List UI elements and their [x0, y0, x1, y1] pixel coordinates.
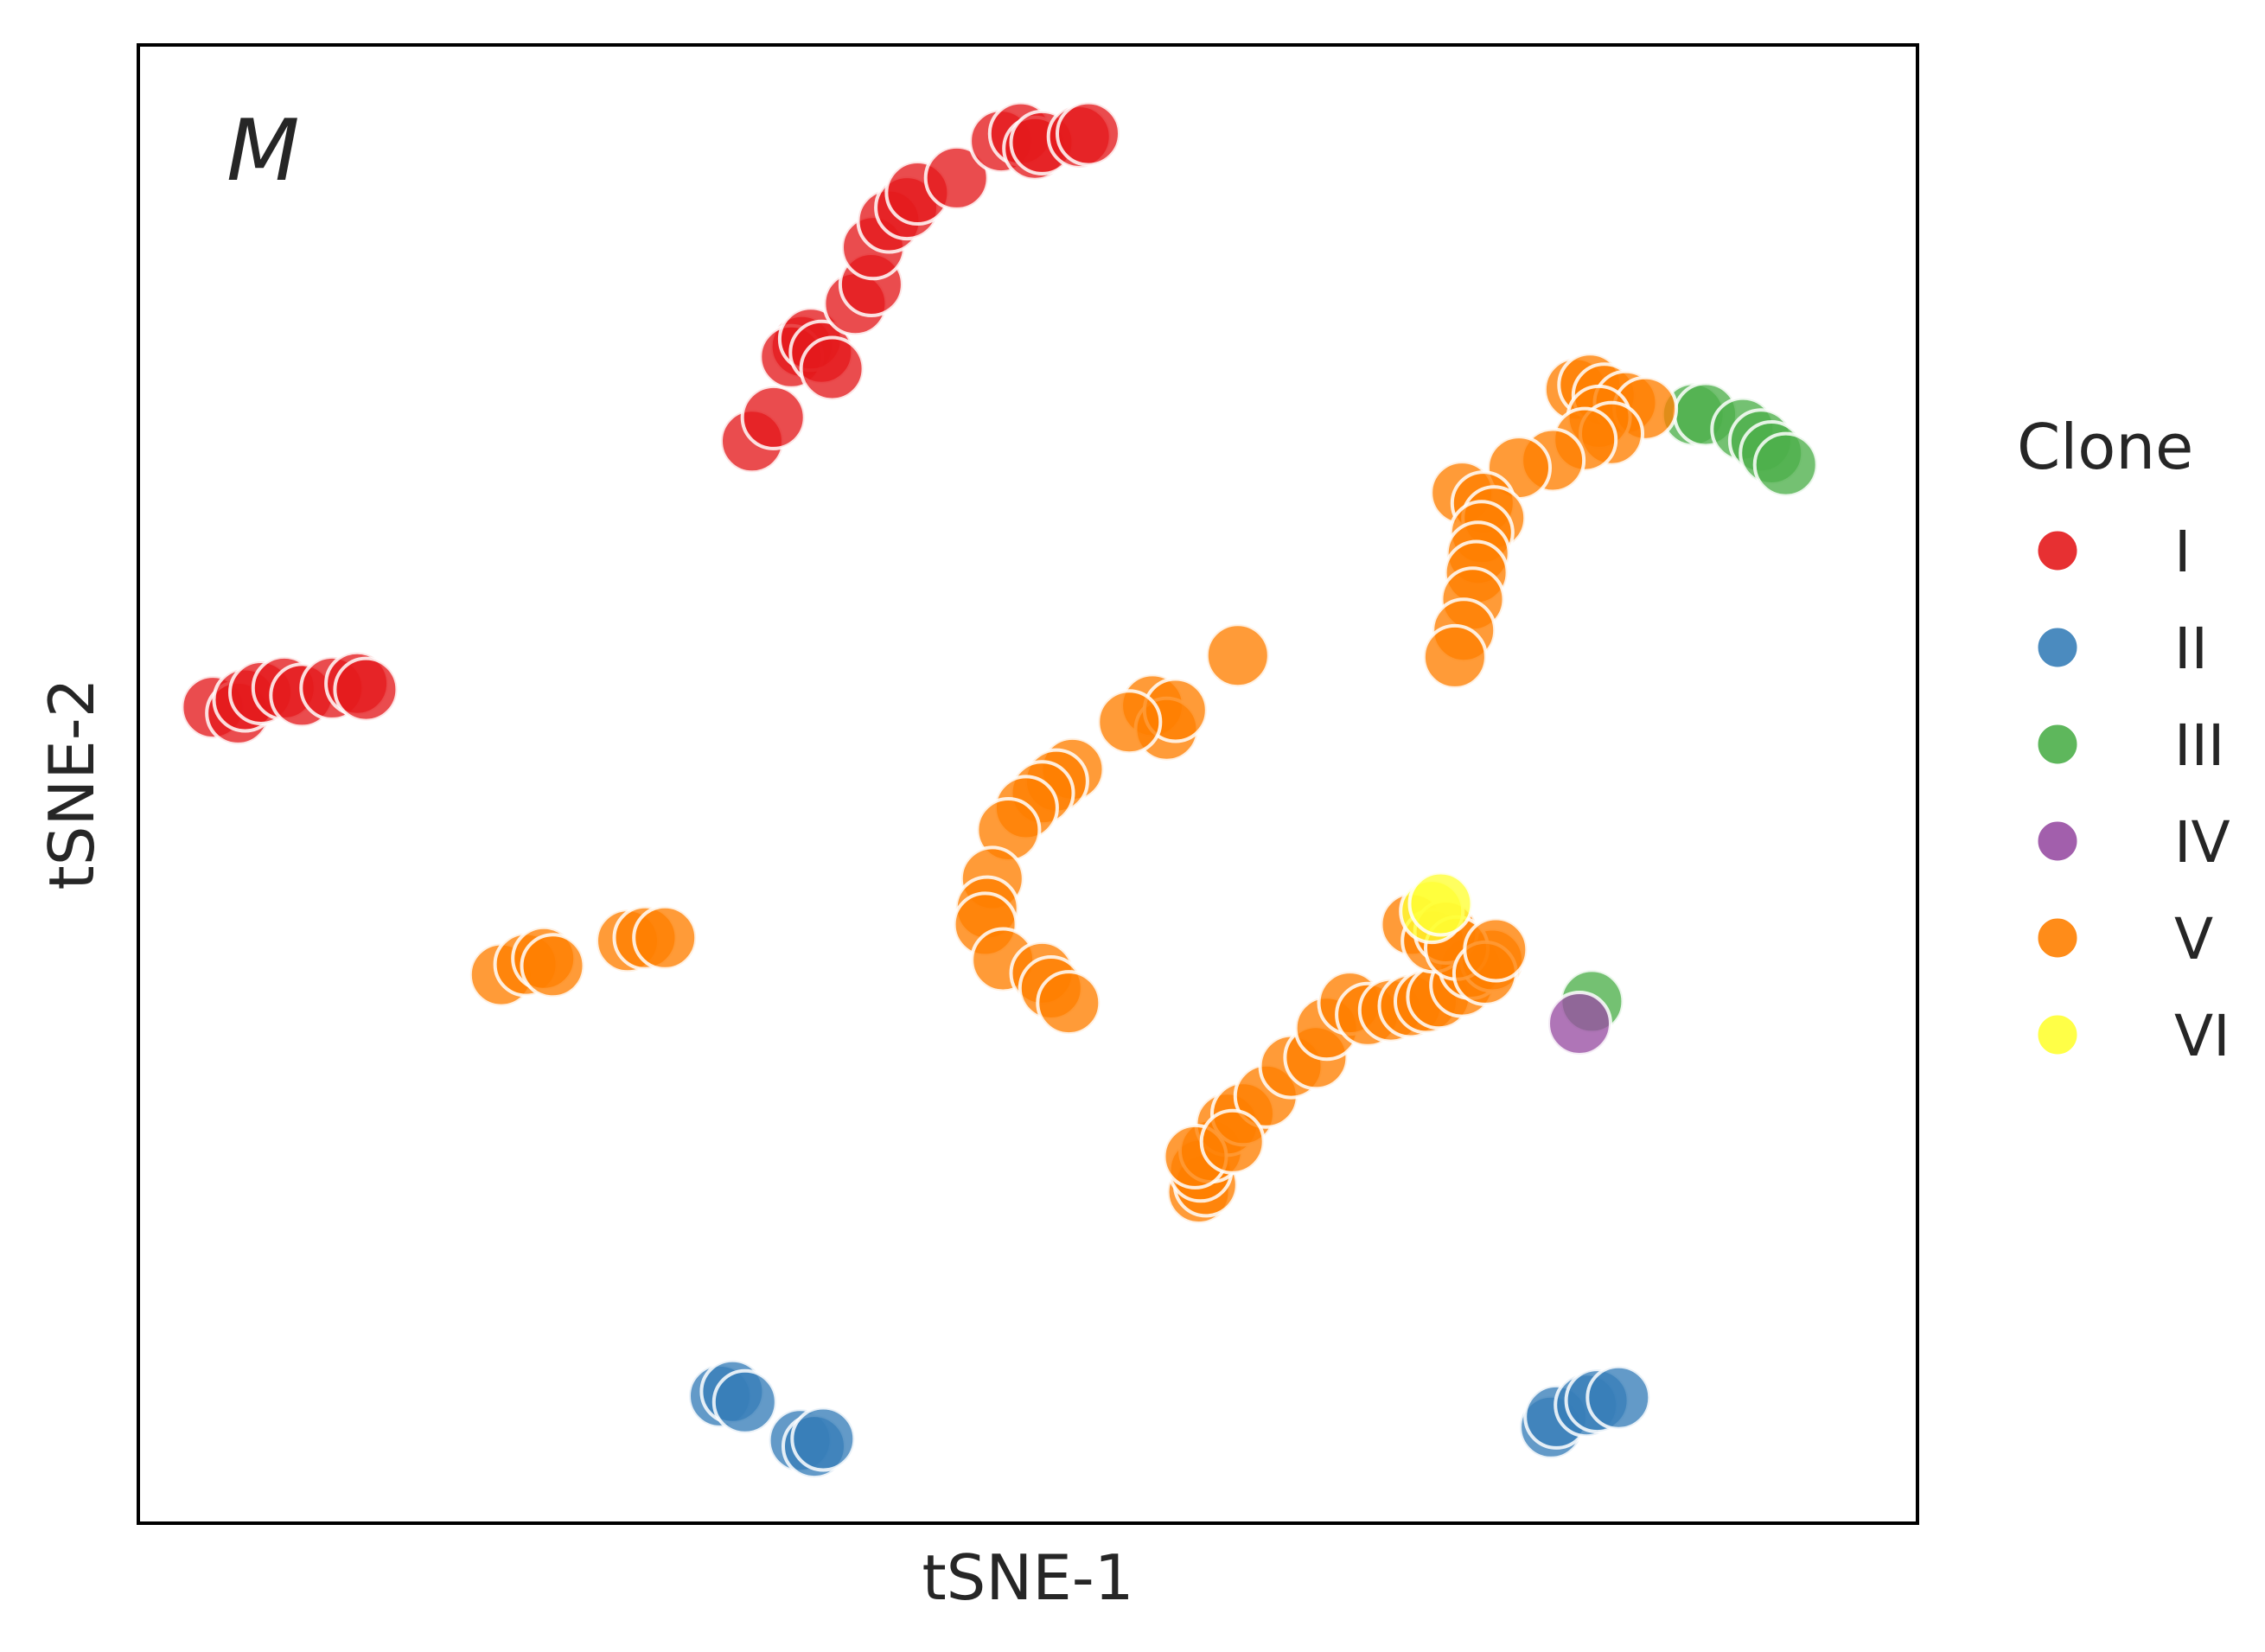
- point-IV-0: [1547, 991, 1612, 1056]
- series-VI: [1399, 871, 1474, 945]
- plot-frame: [137, 43, 1919, 1525]
- legend-item-VI: VI: [2035, 1003, 2230, 1069]
- point-II-2: [711, 1368, 778, 1435]
- legend-marker-IV: [2035, 819, 2080, 864]
- point-VI-1: [1407, 871, 1474, 937]
- legend-label-II: II: [2174, 616, 2208, 682]
- series-II: [687, 1358, 1652, 1480]
- points-layer: [180, 100, 1819, 1480]
- x-axis-label: tSNE-1: [922, 1541, 1133, 1614]
- point-III-5: [1752, 431, 1819, 498]
- legend-item-IV: IV: [2035, 809, 2230, 876]
- point-II-10: [1586, 1364, 1652, 1431]
- legend-label-III: III: [2174, 712, 2224, 779]
- legend-item-V: V: [2035, 906, 2213, 973]
- legend-label-VI: VI: [2174, 1003, 2230, 1069]
- legend-marker-V: [2035, 915, 2080, 960]
- legend-marker-II: [2035, 625, 2080, 670]
- legend-item-I: I: [2035, 519, 2191, 585]
- y-axis-label: tSNE-2: [35, 678, 108, 890]
- point-V-35: [1036, 970, 1102, 1036]
- point-V-18: [1421, 623, 1488, 690]
- legend-marker-VI: [2035, 1012, 2080, 1057]
- point-I-1: [740, 384, 807, 450]
- point-V-39: [520, 933, 586, 999]
- point-I-13: [923, 144, 990, 211]
- point-V-67: [1463, 916, 1529, 983]
- point-II-5: [790, 1406, 857, 1472]
- point-I-28: [333, 656, 399, 723]
- legend-item-II: II: [2035, 616, 2208, 682]
- legend-item-III: III: [2035, 712, 2224, 779]
- point-V-69: [1199, 1108, 1266, 1175]
- point-I-19: [1056, 100, 1121, 167]
- point-V-42: [632, 904, 699, 971]
- panel-label: M: [226, 102, 300, 201]
- point-V-19: [1204, 622, 1271, 689]
- legend-title: Clone: [2017, 411, 2193, 483]
- legend-marker-III: [2035, 722, 2080, 767]
- point-V-23: [1096, 689, 1163, 756]
- series-I: [180, 100, 1121, 746]
- legend-label-IV: IV: [2174, 809, 2230, 876]
- point-I-6: [799, 335, 865, 402]
- series-III: [1559, 381, 1819, 1035]
- legend-label-V: V: [2174, 906, 2213, 973]
- legend-marker-I: [2035, 528, 2080, 573]
- legend-label-I: I: [2174, 519, 2191, 585]
- series-IV: [1547, 991, 1612, 1056]
